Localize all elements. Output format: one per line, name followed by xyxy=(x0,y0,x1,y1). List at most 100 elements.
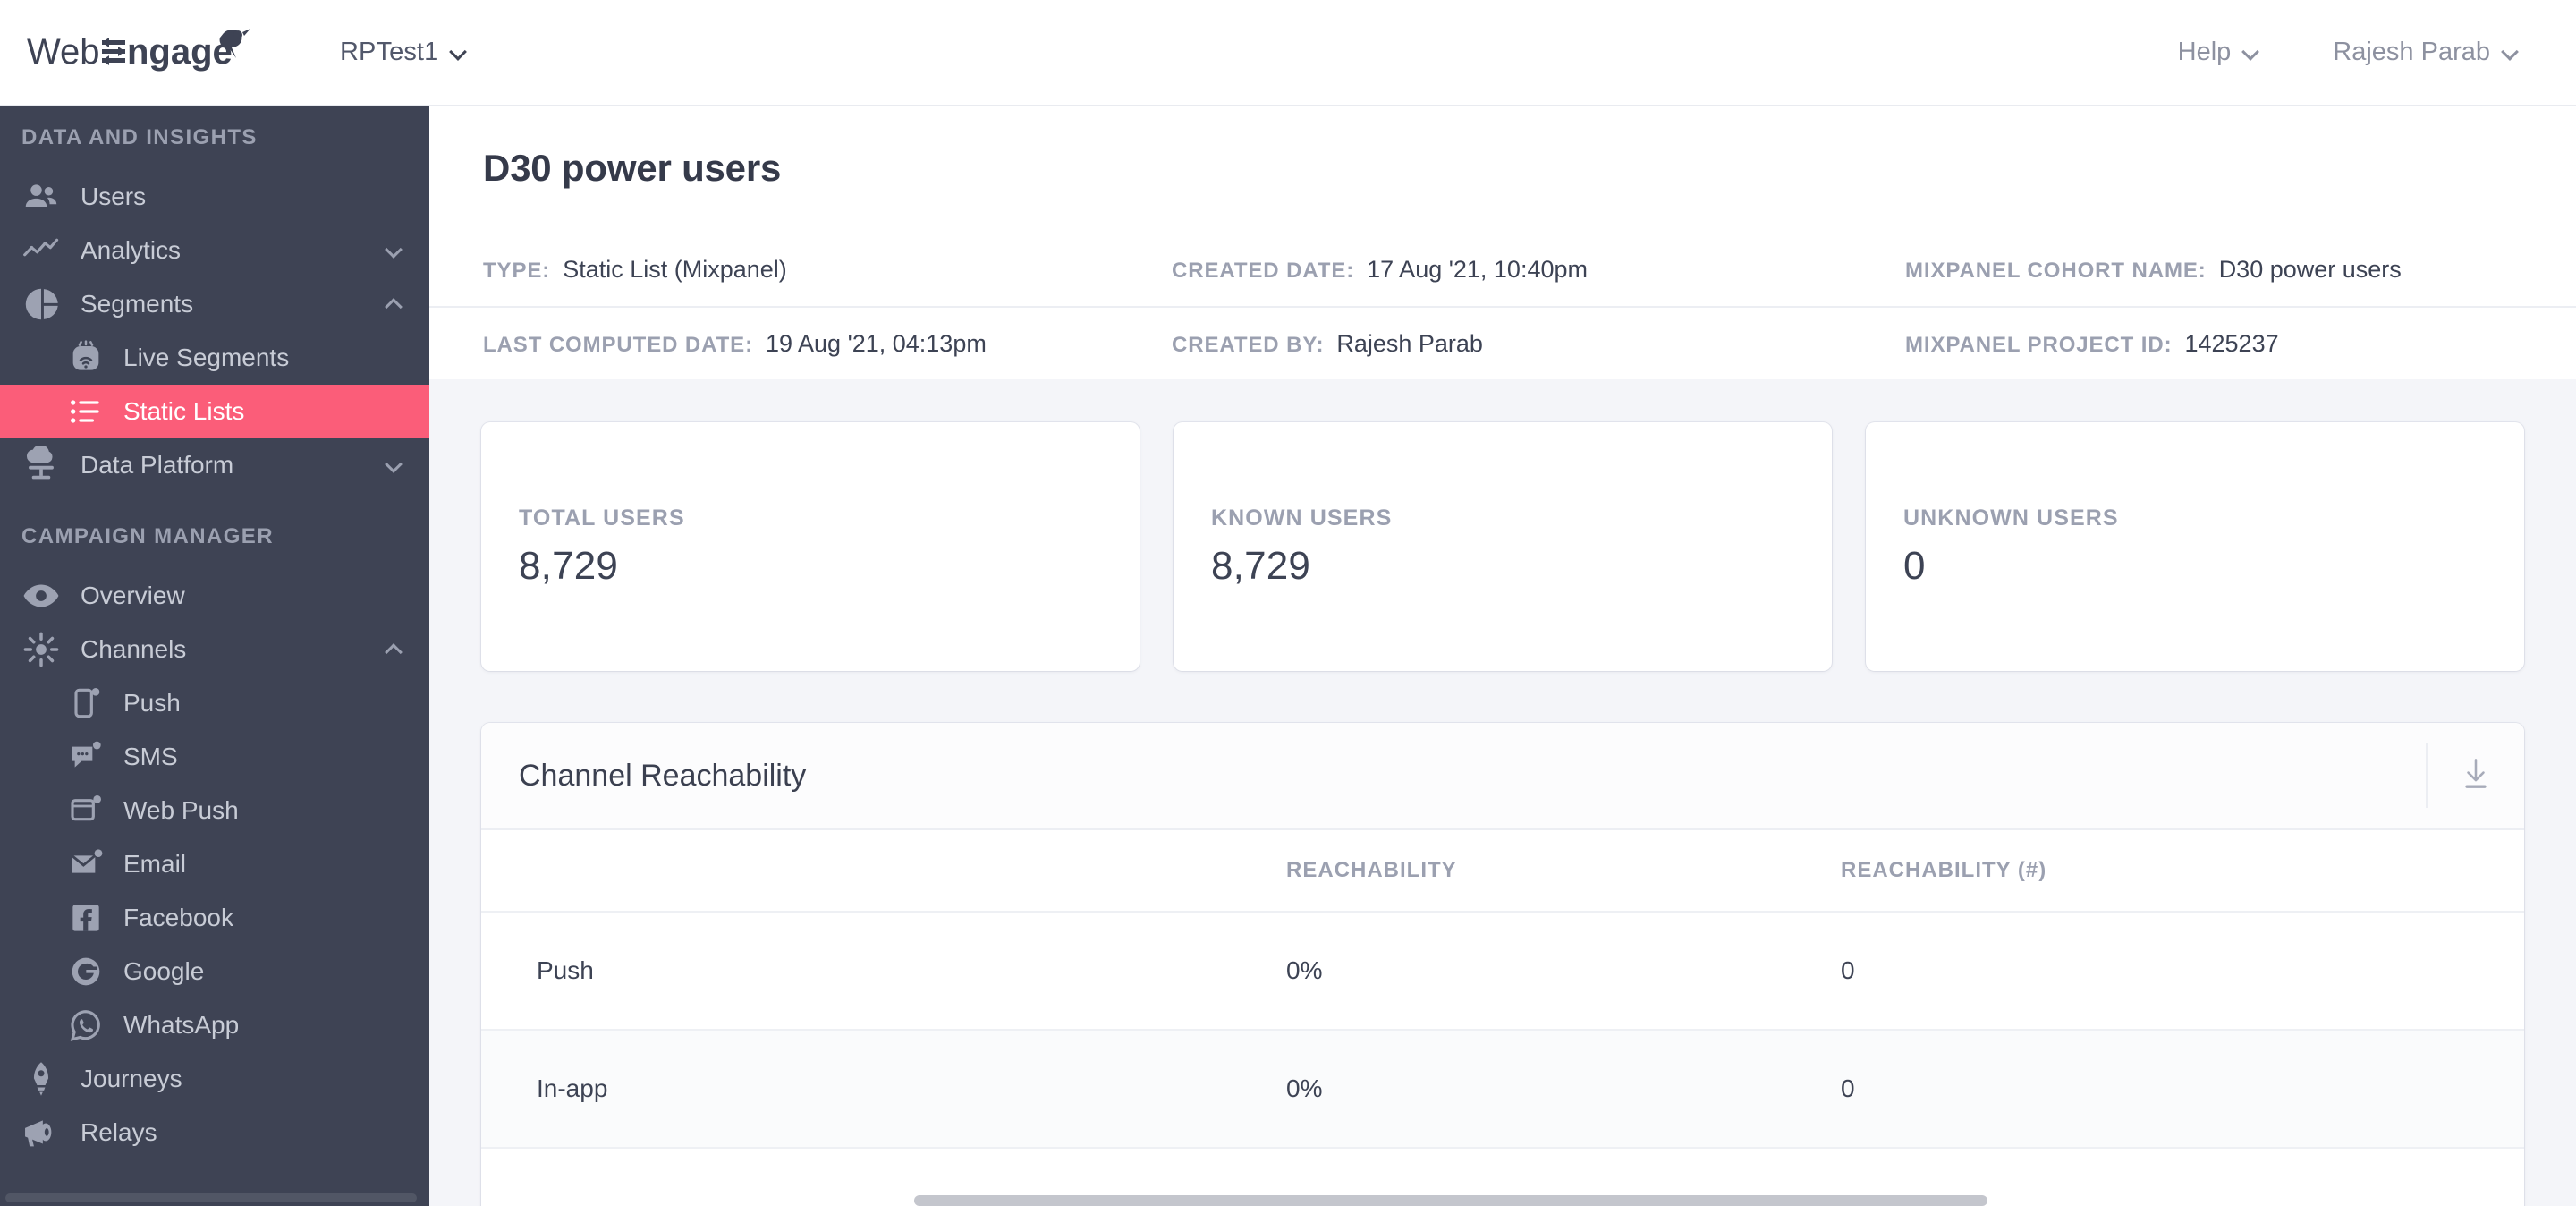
sidebar-item-label: Analytics xyxy=(80,236,182,264)
metadata-value: Rajesh Parab xyxy=(1336,329,1483,357)
cell-channel: Push xyxy=(537,956,594,984)
channel-reachability-card: Channel Reachability xyxy=(481,723,2524,1206)
sidebar-item-push[interactable]: Push xyxy=(0,676,429,730)
sidebar-item-label: WhatsApp xyxy=(123,1011,240,1039)
user-menu[interactable]: Rajesh Parab xyxy=(2333,38,2522,67)
live-segments-icon xyxy=(68,340,104,376)
sidebar-item-segments[interactable]: Segments xyxy=(0,277,429,331)
sidebar-section-title: CAMPAIGN MANAGER xyxy=(21,524,274,548)
metadata-key: CREATED DATE: xyxy=(1172,258,1355,283)
sidebar-item-email[interactable]: Email xyxy=(0,837,429,891)
sidebar-item-label: Email xyxy=(123,850,187,878)
metadata-grid: TYPE: Static List (Mixpanel) CREATED DAT… xyxy=(429,233,2576,379)
chevron-up-icon xyxy=(386,640,406,659)
segments-icon xyxy=(21,285,61,324)
main-content: D30 power users TYPE: Static List (Mixpa… xyxy=(429,106,2576,1206)
stat-value: 8,729 xyxy=(1211,543,1311,588)
sidebar-item-whatsapp[interactable]: WhatsApp xyxy=(0,998,429,1052)
svg-text:ngage: ngage xyxy=(127,32,233,72)
stat-card-total-users: TOTAL USERS 8,729 xyxy=(481,422,1140,671)
sidebar-item-label: Push xyxy=(123,689,181,717)
sidebar-item-journeys[interactable]: Journeys xyxy=(0,1052,429,1106)
sidebar-item-google[interactable]: Google xyxy=(0,945,429,998)
stat-value: 8,729 xyxy=(519,543,619,588)
metadata-row: TYPE: Static List (Mixpanel) CREATED DAT… xyxy=(429,233,2576,306)
table-header-row: REACHABILITY REACHABILITY (#) xyxy=(481,830,2524,913)
email-icon xyxy=(68,846,104,882)
metadata-cohort-name: MIXPANEL COHORT NAME: D30 power users xyxy=(1905,256,2540,284)
megaphone-icon xyxy=(21,1113,61,1152)
eye-icon xyxy=(21,576,61,616)
channels-icon xyxy=(21,630,61,669)
chevron-down-icon xyxy=(386,455,406,475)
users-icon xyxy=(21,177,61,217)
sidebar-item-overview[interactable]: Overview xyxy=(0,569,429,623)
sidebar-item-data-platform[interactable]: Data Platform xyxy=(0,438,429,492)
sidebar-item-label: Overview xyxy=(80,582,185,609)
sidebar-section-title: DATA AND INSIGHTS xyxy=(21,125,258,149)
cell-reachability-pct: 0% xyxy=(1286,956,1323,984)
card-actions xyxy=(2426,723,2524,828)
push-icon xyxy=(68,685,104,721)
analytics-icon xyxy=(21,231,61,270)
metadata-key: MIXPANEL COHORT NAME: xyxy=(1905,258,2207,283)
cell-channel: In-app xyxy=(537,1074,608,1102)
svg-text:Web: Web xyxy=(27,32,100,72)
sidebar-scrollbar[interactable] xyxy=(5,1193,417,1202)
metadata-value: 1425237 xyxy=(2184,329,2279,357)
download-button[interactable] xyxy=(2426,743,2524,808)
google-icon xyxy=(68,954,104,989)
sidebar-item-label: SMS xyxy=(123,743,178,770)
sidebar-item-label: Web Push xyxy=(123,796,239,824)
horizontal-scrollbar[interactable] xyxy=(914,1192,2576,1206)
rocket-icon xyxy=(21,1059,61,1099)
user-name: Rajesh Parab xyxy=(2333,38,2490,66)
sidebar-item-label: Data Platform xyxy=(80,451,234,479)
chevron-down-icon xyxy=(386,241,406,260)
sidebar-item-static-lists[interactable]: Static Lists xyxy=(0,385,429,438)
cell-reachability-count: 0 xyxy=(1841,956,1855,984)
chevron-down-icon xyxy=(2243,43,2263,63)
sidebar-item-facebook[interactable]: Facebook xyxy=(0,891,429,945)
sidebar-item-web-push[interactable]: Web Push xyxy=(0,784,429,837)
sidebar-item-label: Users xyxy=(80,183,147,210)
metadata-value: D30 power users xyxy=(2218,255,2402,283)
static-lists-icon xyxy=(68,394,104,429)
metadata-project-id: MIXPANEL PROJECT ID: 1425237 xyxy=(1905,330,2540,358)
chevron-up-icon xyxy=(386,294,406,314)
sidebar-item-relays[interactable]: Relays xyxy=(0,1106,429,1159)
download-icon xyxy=(2461,757,2491,795)
top-bar-right: Help Rajesh Parab xyxy=(2178,0,2576,105)
project-switcher[interactable]: RPTest1 xyxy=(340,0,470,105)
stat-label: TOTAL USERS xyxy=(519,505,685,531)
cell-reachability-count: 0 xyxy=(1841,1074,1855,1102)
data-platform-icon xyxy=(21,446,61,485)
top-bar: Web ngage RPTest1 Help xyxy=(0,0,2576,106)
sidebar-item-live-segments[interactable]: Live Segments xyxy=(0,331,429,385)
webengage-logo[interactable]: Web ngage xyxy=(27,0,268,105)
sidebar-item-label: Channels xyxy=(80,635,187,663)
stat-label: KNOWN USERS xyxy=(1211,505,1393,531)
sidebar-item-label: Facebook xyxy=(123,904,233,931)
page-header: D30 power users TYPE: Static List (Mixpa… xyxy=(429,106,2576,379)
sidebar-item-users[interactable]: Users xyxy=(0,170,429,224)
metadata-value: Static List (Mixpanel) xyxy=(563,255,787,283)
metadata-value: 17 Aug '21, 10:40pm xyxy=(1367,255,1588,283)
metadata-type: TYPE: Static List (Mixpanel) xyxy=(483,256,1172,284)
table-row[interactable]: In-app 0% 0 xyxy=(481,1031,2524,1149)
column-header-reachability: REACHABILITY xyxy=(1286,858,1457,882)
table-row[interactable] xyxy=(481,1149,2524,1206)
table-row[interactable]: Push 0% 0 xyxy=(481,913,2524,1031)
sidebar-item-analytics[interactable]: Analytics xyxy=(0,224,429,277)
help-label: Help xyxy=(2177,38,2232,66)
scrollbar-thumb[interactable] xyxy=(914,1195,1987,1206)
whatsapp-icon xyxy=(68,1007,104,1043)
help-menu[interactable]: Help xyxy=(2178,38,2264,67)
column-header-reachability-count: REACHABILITY (#) xyxy=(1841,858,2047,882)
chevron-down-icon xyxy=(2503,43,2522,63)
sidebar-item-sms[interactable]: SMS xyxy=(0,730,429,784)
stat-cards-row: TOTAL USERS 8,729 KNOWN USERS 8,729 UNKN… xyxy=(481,422,2524,671)
metadata-created-date: CREATED DATE: 17 Aug '21, 10:40pm xyxy=(1172,256,1905,284)
page-title: D30 power users xyxy=(483,147,782,189)
sidebar-item-channels[interactable]: Channels xyxy=(0,623,429,676)
